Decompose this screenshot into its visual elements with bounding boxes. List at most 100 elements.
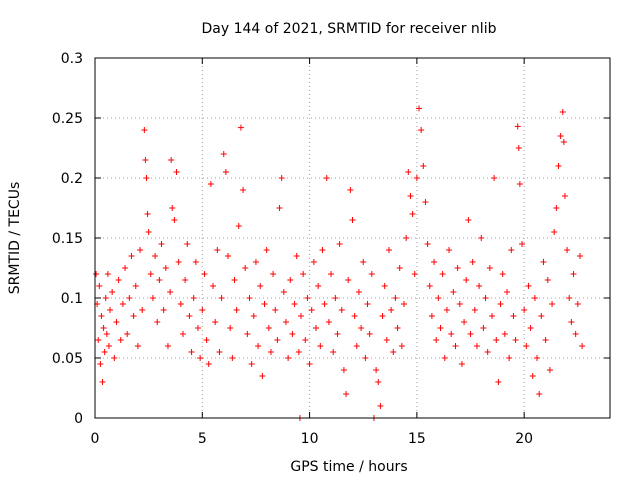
- data-point: [210, 283, 217, 289]
- data-point: [491, 175, 498, 181]
- data-point: [411, 271, 418, 277]
- data-point: [568, 319, 575, 325]
- data-point: [392, 295, 399, 301]
- data-point: [162, 265, 169, 271]
- data-point: [469, 259, 476, 265]
- data-point: [169, 205, 176, 211]
- data-point: [267, 349, 274, 355]
- data-point: [298, 313, 304, 319]
- data-point: [132, 283, 139, 289]
- data-point: [186, 313, 193, 319]
- data-point: [557, 133, 564, 139]
- data-point: [175, 259, 182, 265]
- data-point: [482, 295, 489, 301]
- data-point: [501, 331, 508, 337]
- data-point: [362, 355, 369, 361]
- data-point: [422, 199, 429, 205]
- data-point: [325, 319, 332, 325]
- data-point: [560, 139, 567, 145]
- data-point: [330, 349, 337, 355]
- data-point: [126, 295, 133, 301]
- data-point: [385, 247, 392, 253]
- data-point: [336, 241, 343, 247]
- data-point: [424, 241, 431, 247]
- data-point: [293, 253, 300, 259]
- data-point: [141, 127, 148, 133]
- data-point: [379, 313, 386, 319]
- data-point: [516, 181, 523, 187]
- data-point: [272, 307, 279, 313]
- x-tick-label: 10: [301, 431, 319, 447]
- data-point: [259, 373, 266, 379]
- data-point: [383, 337, 390, 343]
- data-point: [525, 283, 532, 289]
- data-point: [579, 343, 586, 349]
- data-point: [463, 277, 470, 283]
- data-point: [564, 247, 571, 253]
- data-point: [514, 123, 521, 130]
- data-point: [456, 301, 463, 307]
- data-point: [538, 313, 545, 319]
- data-point: [154, 319, 161, 325]
- data-point: [486, 265, 493, 271]
- data-point: [99, 379, 106, 385]
- data-point: [499, 271, 506, 277]
- data-point: [117, 337, 124, 343]
- data-point: [124, 331, 131, 337]
- data-point: [98, 313, 105, 319]
- data-point: [334, 331, 341, 337]
- data-point: [190, 295, 197, 301]
- data-point: [128, 253, 135, 259]
- data-point: [278, 175, 285, 181]
- data-point: [199, 307, 206, 313]
- data-point: [465, 217, 472, 223]
- data-point: [104, 271, 111, 277]
- data-point: [319, 247, 326, 253]
- data-point: [93, 271, 100, 277]
- data-point: [373, 367, 380, 373]
- data-point: [203, 337, 210, 343]
- data-point: [458, 361, 465, 367]
- data-point: [270, 271, 277, 277]
- data-point: [360, 259, 367, 265]
- data-point: [96, 283, 103, 289]
- data-point: [107, 307, 114, 313]
- data-point: [452, 343, 459, 349]
- data-point: [255, 343, 262, 349]
- data-point: [394, 325, 401, 331]
- data-point: [250, 313, 257, 319]
- data-point: [366, 331, 373, 337]
- data-point: [398, 343, 405, 349]
- data-point: [529, 373, 536, 379]
- data-point: [495, 379, 502, 385]
- data-point: [212, 319, 219, 325]
- data-point: [113, 319, 120, 325]
- data-point: [435, 295, 442, 301]
- data-point: [534, 355, 541, 361]
- data-point: [225, 253, 232, 259]
- data-point: [340, 367, 347, 373]
- data-point: [315, 283, 322, 289]
- data-point: [536, 391, 543, 397]
- data-point: [304, 295, 311, 301]
- axis-ticks: [94, 57, 610, 419]
- data-point: [205, 361, 212, 367]
- data-point: [130, 313, 137, 319]
- data-point: [263, 247, 270, 253]
- data-point: [353, 343, 360, 349]
- data-point: [115, 277, 122, 283]
- data-point: [504, 289, 510, 295]
- data-point: [467, 331, 474, 337]
- data-point: [521, 307, 528, 313]
- y-tick-label: 0.25: [52, 111, 83, 127]
- chart-title: Day 144 of 2021, SRMTID for receiver nli…: [202, 21, 497, 37]
- data-point: [147, 271, 154, 277]
- x-axis-title: GPS time / hours: [290, 459, 407, 475]
- data-point: [426, 283, 433, 289]
- data-point: [401, 301, 407, 307]
- data-point: [100, 325, 107, 331]
- data-point: [179, 331, 186, 337]
- data-point: [171, 217, 178, 223]
- data-point: [396, 265, 403, 271]
- data-point: [437, 325, 444, 331]
